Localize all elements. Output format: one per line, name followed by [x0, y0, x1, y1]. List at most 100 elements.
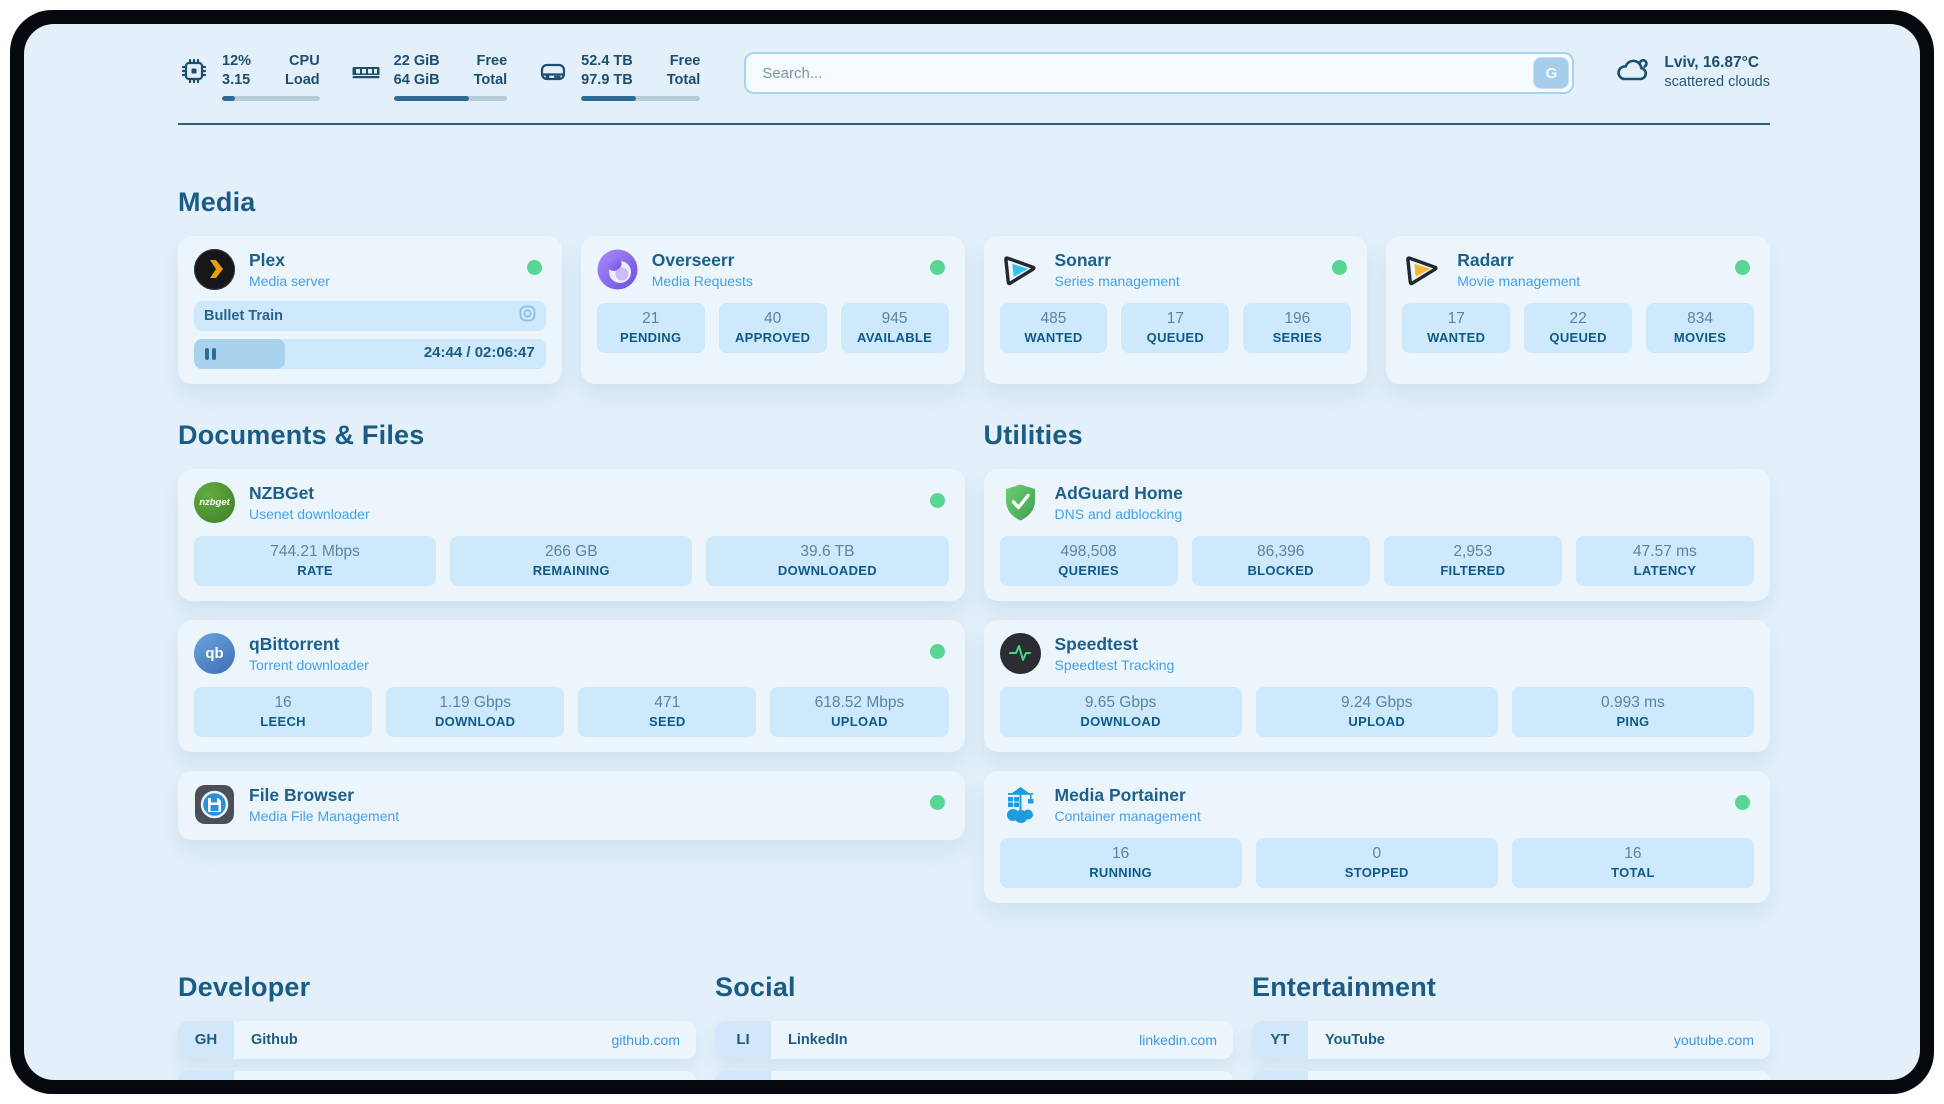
stat-approved: 40 APPROVED — [718, 302, 827, 353]
cpu-chip-icon — [178, 55, 210, 92]
link-twitter[interactable]: TW Twitter twitter.com — [715, 1070, 1233, 1080]
app-subtitle: Movie management — [1457, 272, 1581, 289]
app-card-speedtest[interactable]: Speedtest Speedtest Tracking 9.65 Gbps DO… — [983, 619, 1770, 752]
link-abbr-badge: GH — [178, 1020, 234, 1059]
cloud-icon — [1614, 52, 1652, 91]
stat-download: 9.65 Gbps DOWNLOAD — [999, 686, 1242, 737]
app-title: File Browser — [249, 784, 355, 805]
dashboard-page: 12% 3.15 CPU Load 22 GiB 64 GiB Free Total — [24, 24, 1920, 1080]
status-indicator — [1735, 259, 1750, 275]
stat-seed: 471 SEED — [578, 686, 757, 737]
playback-time: 24:44 / 02:06:47 — [423, 343, 535, 361]
radarr-icon — [1402, 249, 1443, 290]
developer-links-column: Developer GH Github github.com SO StackO… — [178, 922, 696, 1080]
app-card-radarr[interactable]: Radarr Movie management 17 WANTED 22 QUEUE… — [1386, 235, 1770, 384]
app-title: qBittorrent — [249, 633, 340, 654]
link-abbr-badge: SO — [178, 1070, 234, 1080]
stat-queued: 22 QUEUED — [1524, 302, 1633, 353]
qbittorrent-icon: qb — [194, 632, 235, 674]
weather-location-temp: Lviv, 16.87°C — [1664, 53, 1760, 71]
load-label: Load — [285, 71, 320, 88]
app-card-filebrowser[interactable]: File Browser Media File Management — [178, 770, 965, 840]
app-title: Media Portainer — [1054, 784, 1186, 805]
cpu-label: CPU — [289, 53, 320, 69]
stat-movies: 834 MOVIES — [1646, 302, 1755, 353]
app-title: AdGuard Home — [1054, 482, 1183, 503]
app-subtitle: Speedtest Tracking — [1054, 656, 1175, 673]
cpu-usage-value: 12% — [222, 53, 252, 69]
portainer-icon — [1000, 784, 1041, 825]
link-name: Github — [251, 1031, 298, 1048]
search-engine-button[interactable]: G — [1533, 57, 1570, 89]
app-card-qbittorrent[interactable]: qb qBittorrent Torrent downloader 16 LEEC… — [178, 619, 965, 752]
playback-progress-bar: 24:44 / 02:06:47 — [194, 338, 546, 369]
nzbget-icon: nzbget — [194, 481, 235, 523]
stat-wanted: 485 WANTED — [999, 302, 1108, 353]
documents-column: Documents & Files nzbget NZBGet Usenet d… — [178, 384, 965, 859]
stat-download: 1.19 Gbps DOWNLOAD — [386, 686, 565, 737]
entertainment-links-column: Entertainment YT YouTube youtube.com NF … — [1252, 922, 1770, 1080]
stat-stopped: 0 STOPPED — [1255, 837, 1498, 888]
stat-upload: 618.52 Mbps UPLOAD — [770, 686, 949, 737]
status-indicator — [526, 259, 542, 275]
link-youtube[interactable]: YT YouTube youtube.com — [1252, 1020, 1770, 1059]
now-playing-title: Bullet Train — [204, 307, 283, 324]
section-heading-utilities: Utilities — [983, 419, 1083, 450]
stat-series: 196 SERIES — [1243, 302, 1352, 353]
link-stackoverflow[interactable]: SO StackOverflow stackoverflow.com — [178, 1070, 696, 1080]
link-name: LinkedIn — [788, 1031, 848, 1048]
stat-ping: 0.993 ms PING — [1511, 686, 1755, 737]
app-card-portainer[interactable]: Media Portainer Container management 16 R… — [983, 770, 1770, 903]
overseerr-icon — [597, 249, 638, 290]
disk-free-value: 52.4 TB — [581, 53, 633, 69]
app-card-plex[interactable]: Plex Media server Bullet Train 24:44 / 0… — [178, 235, 562, 384]
stat-wanted: 17 WANTED — [1402, 302, 1511, 353]
stat-remaining: 266 GB REMAINING — [450, 535, 693, 586]
stat-pending: 21 PENDING — [596, 302, 705, 353]
stat-total: 16 TOTAL — [1511, 837, 1755, 888]
utilities-column: Utilities AdGuard Home DNS and adblockin… — [983, 384, 1770, 922]
section-heading-media: Media — [178, 186, 256, 217]
app-card-sonarr[interactable]: Sonarr Series management 485 WANTED 17 QUE… — [983, 235, 1368, 384]
section-heading-social: Social — [715, 971, 796, 1002]
app-card-overseerr[interactable]: Overseerr Media Requests 21 PENDING 40 APP… — [580, 235, 965, 384]
stat-upload: 9.24 Gbps UPLOAD — [1255, 686, 1498, 737]
app-subtitle: Media File Management — [249, 807, 400, 824]
status-indicator — [929, 794, 945, 810]
app-subtitle: Usenet downloader — [249, 505, 370, 522]
app-subtitle: Media Requests — [651, 272, 753, 289]
link-github[interactable]: GH Github github.com — [178, 1020, 696, 1059]
app-title: Overseerr — [651, 249, 735, 270]
app-card-adguard[interactable]: AdGuard Home DNS and adblocking 498,508 Q… — [983, 468, 1770, 601]
ram-icon — [350, 55, 382, 92]
disk-icon — [537, 55, 569, 92]
app-title: Sonarr — [1054, 249, 1111, 270]
search-input[interactable] — [744, 52, 1575, 94]
stat-running: 16 RUNNING — [999, 837, 1242, 888]
adguard-icon — [1000, 482, 1041, 523]
link-abbr-badge: LI — [715, 1020, 771, 1059]
link-url: github.com — [611, 1031, 680, 1048]
app-title: NZBGet — [249, 482, 315, 503]
session-icon[interactable] — [519, 305, 536, 327]
app-subtitle: Torrent downloader — [249, 656, 369, 673]
stat-queued: 17 QUEUED — [1121, 302, 1230, 353]
app-subtitle: DNS and adblocking — [1054, 505, 1183, 522]
weather-condition: scattered clouds — [1664, 73, 1770, 90]
link-abbr-badge: NF — [1252, 1070, 1308, 1080]
status-indicator — [1332, 259, 1348, 275]
link-linkedin[interactable]: LI LinkedIn linkedin.com — [715, 1020, 1233, 1059]
link-name: YouTube — [1325, 1031, 1385, 1048]
app-subtitle: Container management — [1054, 807, 1201, 824]
topbar-divider — [178, 122, 1770, 125]
social-links-column: Social LI LinkedIn linkedin.com TW Twitt… — [715, 922, 1233, 1080]
disk-total-label: Total — [666, 71, 701, 88]
media-cards-row: Plex Media server Bullet Train 24:44 / 0… — [178, 235, 1770, 384]
section-heading-entertainment: Entertainment — [1252, 971, 1437, 1002]
metric-cpu: 12% 3.15 CPU Load — [178, 52, 320, 101]
app-card-nzbget[interactable]: nzbget NZBGet Usenet downloader 744.21 M… — [178, 468, 965, 601]
status-indicator — [929, 492, 945, 508]
sonarr-icon — [1000, 249, 1041, 290]
plex-icon — [194, 248, 235, 290]
link-netflix[interactable]: NF Netflix netflix.com — [1252, 1070, 1770, 1080]
